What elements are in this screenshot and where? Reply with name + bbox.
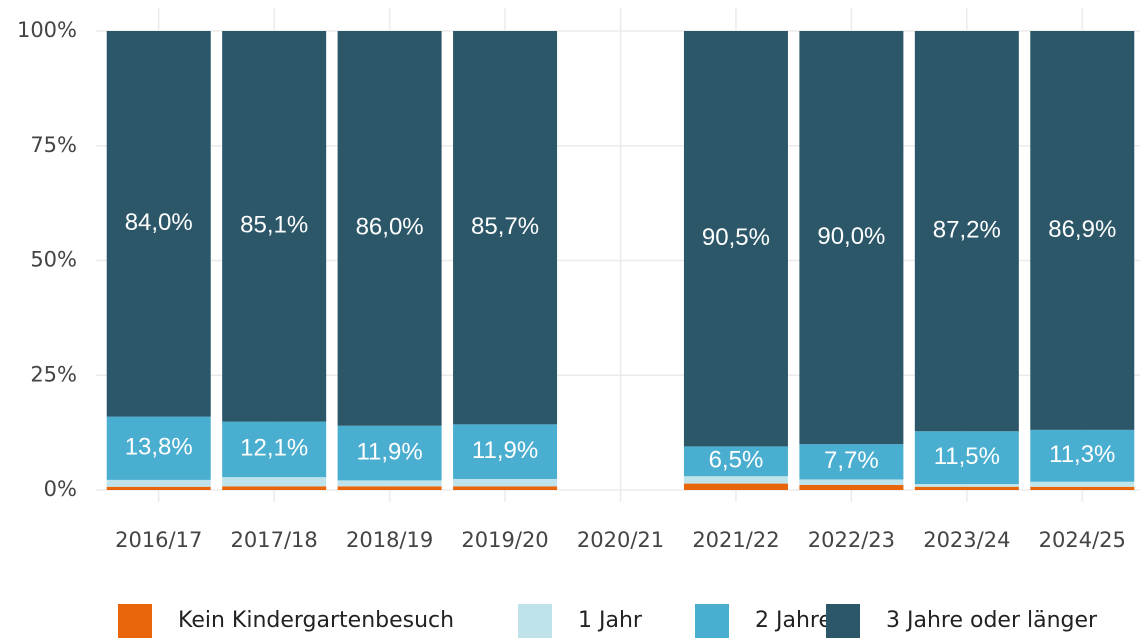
data-label: 90,0% — [817, 223, 885, 250]
bar-segment — [337, 425, 442, 481]
bar-segment — [337, 486, 442, 490]
bar-segment — [683, 31, 788, 447]
legend-swatch — [695, 604, 729, 638]
legend-swatch — [826, 604, 860, 638]
bar-segment — [106, 416, 211, 480]
x-tick-label: 2017/18 — [231, 528, 318, 552]
x-tick-label: 2021/22 — [692, 528, 779, 552]
x-tick-label: 2022/23 — [808, 528, 895, 552]
bar-segment — [799, 444, 904, 480]
bar-segment — [337, 31, 442, 426]
data-label: 7,7% — [824, 447, 879, 474]
x-tick-label: 2024/25 — [1039, 528, 1126, 552]
data-label: 90,5% — [702, 224, 770, 251]
data-label: 84,0% — [125, 209, 193, 236]
bar-segment — [453, 486, 558, 490]
x-tick-label: 2019/20 — [461, 528, 548, 552]
bar-segment — [914, 484, 1019, 487]
bar-segment — [453, 424, 558, 479]
y-tick-label: 75% — [30, 133, 77, 157]
bar-segment — [1030, 31, 1135, 430]
y-tick-label: 100% — [17, 18, 77, 42]
bar-segment — [683, 476, 788, 484]
bar-segment — [914, 31, 1019, 432]
data-label: 86,9% — [1048, 216, 1116, 243]
legend-label: 2 Jahre — [755, 608, 832, 633]
bar-segment — [222, 421, 327, 478]
data-label: 6,5% — [709, 447, 764, 474]
data-label: 86,0% — [356, 214, 424, 241]
bar-segment — [106, 31, 211, 417]
bar-segment — [914, 431, 1019, 485]
bar-segment — [683, 483, 788, 490]
bar-segment — [914, 486, 1019, 490]
x-tick-label: 2023/24 — [923, 528, 1010, 552]
bar-segment — [683, 446, 788, 477]
bar-segment — [222, 486, 327, 490]
legend-swatch — [118, 604, 152, 638]
legend-label: 1 Jahr — [578, 608, 643, 633]
bar-segment — [1030, 481, 1135, 487]
legend-swatch — [518, 604, 552, 638]
bar-segment — [222, 477, 327, 487]
data-label: 11,9% — [356, 438, 422, 465]
bar-segment — [337, 480, 442, 487]
bar-segment — [799, 484, 904, 490]
y-tick-label: 50% — [30, 248, 77, 272]
data-label: 85,1% — [240, 212, 308, 239]
bar-segment — [106, 486, 211, 490]
legend-label: Kein Kindergartenbesuch — [178, 608, 454, 633]
bar-segment — [106, 479, 211, 487]
bar-segment — [799, 31, 904, 445]
bar-segment — [1030, 429, 1135, 482]
x-tick-label: 2020/21 — [577, 528, 664, 552]
x-tick-label: 2018/19 — [346, 528, 433, 552]
bar-segment — [799, 479, 904, 485]
data-label: 12,1% — [240, 435, 308, 462]
data-label: 13,8% — [125, 434, 193, 461]
data-label: 85,7% — [471, 213, 539, 240]
x-tick-label: 2016/17 — [115, 528, 202, 552]
bar-segment — [222, 31, 327, 422]
y-tick-label: 25% — [30, 362, 77, 386]
legend-label: 3 Jahre oder länger — [886, 608, 1098, 633]
data-label: 11,5% — [934, 443, 1000, 470]
bar-segment — [1030, 486, 1135, 490]
data-label: 11,9% — [472, 437, 538, 464]
data-label: 87,2% — [933, 216, 1001, 243]
bar-segment — [453, 31, 558, 425]
bar-segment — [453, 478, 558, 487]
data-label: 11,3% — [1049, 441, 1115, 468]
y-tick-label: 0% — [44, 477, 77, 501]
